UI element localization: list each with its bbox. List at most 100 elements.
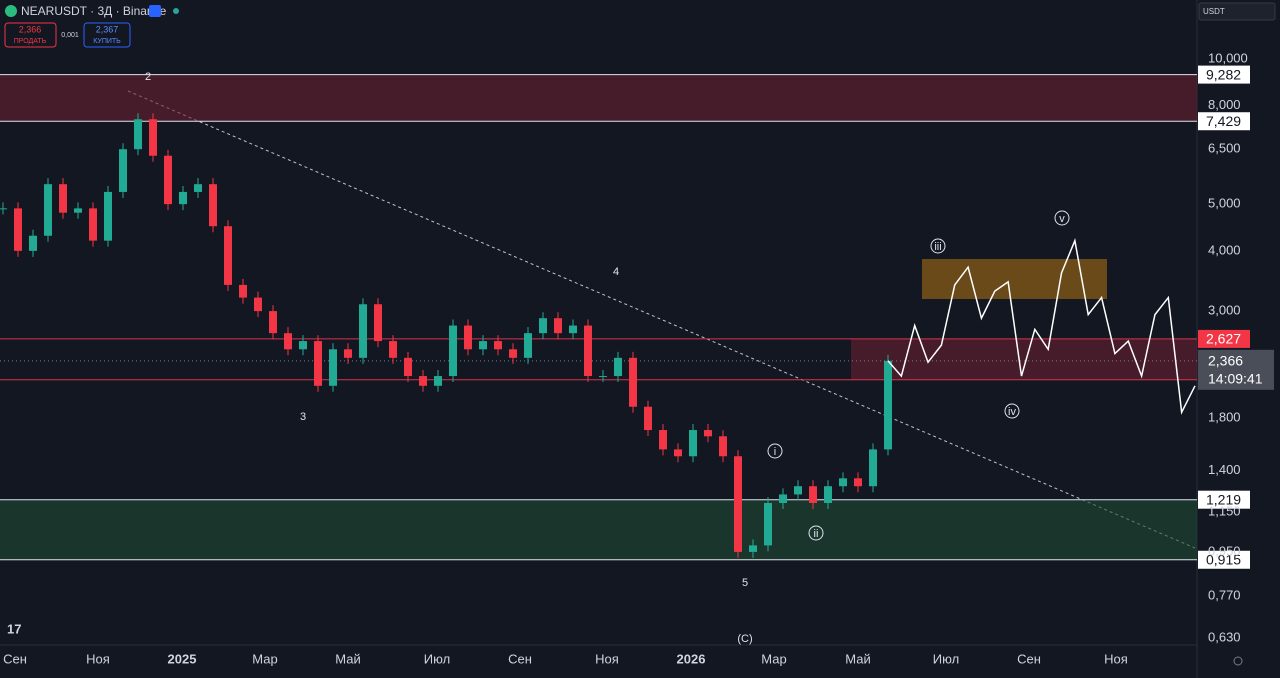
wave-label: ii xyxy=(814,528,819,540)
price-tick-label: 3,000 xyxy=(1208,303,1241,318)
price-tick-label: 6,500 xyxy=(1208,141,1241,156)
candle-body xyxy=(569,325,577,334)
time-tick-label: Июл xyxy=(933,651,959,666)
wave-label: 2 xyxy=(145,71,151,83)
currency: USDT xyxy=(1203,7,1225,16)
candle-body xyxy=(869,449,877,487)
candle-body xyxy=(824,486,832,503)
zone xyxy=(0,499,1197,560)
time-tick-label: Май xyxy=(845,651,870,666)
candle-body xyxy=(839,478,847,487)
current-label: 2,366 xyxy=(1208,353,1243,369)
time-tick-label: Ноя xyxy=(595,651,619,666)
price-tick-label: 5,000 xyxy=(1208,196,1241,211)
replay-icon[interactable] xyxy=(149,5,161,17)
candle-body xyxy=(0,208,7,210)
buy-price: 2,367 xyxy=(96,24,119,34)
price-tick-label: 1,800 xyxy=(1208,410,1241,425)
candle-body xyxy=(269,311,277,334)
candle-body xyxy=(689,430,697,457)
candle-body xyxy=(404,357,412,377)
level-tag xyxy=(1198,65,1250,84)
time-tick-label: Сен xyxy=(3,651,27,666)
time-tick-label: Сен xyxy=(508,651,532,666)
candle-body xyxy=(89,208,97,241)
candle-body xyxy=(629,357,637,407)
price-tick-label: 0,630 xyxy=(1208,629,1241,644)
projection-path xyxy=(887,238,1196,415)
status-dot xyxy=(173,8,179,14)
time-tick-label: Июл xyxy=(424,651,450,666)
candle-body xyxy=(779,494,787,503)
candle-body xyxy=(299,341,307,350)
candle-body xyxy=(704,430,712,437)
level-tag xyxy=(1198,112,1250,131)
candle-body xyxy=(419,376,427,386)
candle-body xyxy=(134,119,142,150)
candle-body xyxy=(284,333,292,350)
candle-body xyxy=(659,430,667,450)
sell-button[interactable] xyxy=(4,22,57,48)
wave-label: iii xyxy=(934,241,941,253)
wave-label: 5 xyxy=(742,577,748,589)
candle-body xyxy=(884,360,892,450)
price-tick-label: 0,770 xyxy=(1208,587,1241,602)
candle-body xyxy=(599,376,607,378)
candle-body xyxy=(809,486,817,503)
symbol-icon xyxy=(5,5,17,17)
wave-circle xyxy=(767,443,783,459)
candle-body xyxy=(329,349,337,386)
time-tick-label: Ноя xyxy=(1104,651,1128,666)
candle-body xyxy=(389,341,397,358)
candle-body xyxy=(644,406,652,431)
buy-button[interactable] xyxy=(83,22,131,48)
candle-body xyxy=(224,226,232,285)
wave-label: i xyxy=(774,446,776,458)
time-tick-label: Мар xyxy=(761,651,786,666)
time-tick-label: Сен xyxy=(1017,651,1041,666)
candle-body xyxy=(854,478,862,487)
candle-body xyxy=(509,349,517,358)
level-tag xyxy=(1198,329,1250,348)
candle-body xyxy=(254,297,262,312)
candle-body xyxy=(734,456,742,552)
candle-body xyxy=(554,318,562,334)
symbol-title: NEARUSDT · 3Д · Binance xyxy=(21,4,167,18)
candle-body xyxy=(494,341,502,350)
level-label: 7,429 xyxy=(1206,113,1241,129)
time-tick-label: 2025 xyxy=(168,651,197,666)
buy-label: КУПИТЬ xyxy=(93,38,121,45)
candle-body xyxy=(434,376,442,386)
candle-body xyxy=(719,436,727,457)
wave-circle xyxy=(930,238,946,254)
candle-body xyxy=(149,119,157,156)
settings-icon[interactable] xyxy=(1233,656,1243,666)
candle-body xyxy=(539,318,547,334)
currency-select[interactable] xyxy=(1198,2,1276,21)
candle-body xyxy=(29,235,37,251)
time-tick-label: Ноя xyxy=(86,651,110,666)
price-tick-label: 1,400 xyxy=(1208,462,1241,477)
wave-label: (C) xyxy=(737,633,752,645)
candle-body xyxy=(44,184,52,236)
candle-body xyxy=(179,191,187,205)
wave-circle xyxy=(808,525,824,541)
candle-body xyxy=(164,155,172,205)
candle-body xyxy=(584,325,592,377)
spread: 0,001 xyxy=(61,32,79,39)
price-tick-label: 1,150 xyxy=(1208,503,1241,518)
candle-body xyxy=(449,325,457,377)
level-label: 1,219 xyxy=(1206,491,1241,507)
price-tick-label: 0,950 xyxy=(1208,543,1241,558)
wave-circle xyxy=(1004,403,1020,419)
time-tick-label: 2026 xyxy=(677,651,706,666)
candle-body xyxy=(104,191,112,241)
tv-logo: 17 xyxy=(7,621,21,636)
candle-body xyxy=(464,325,472,350)
candle-body xyxy=(764,502,772,546)
sell-price: 2,366 xyxy=(19,24,42,34)
candle-body xyxy=(209,184,217,227)
level-tag xyxy=(1198,550,1250,569)
wave-label: 3 xyxy=(300,411,306,423)
